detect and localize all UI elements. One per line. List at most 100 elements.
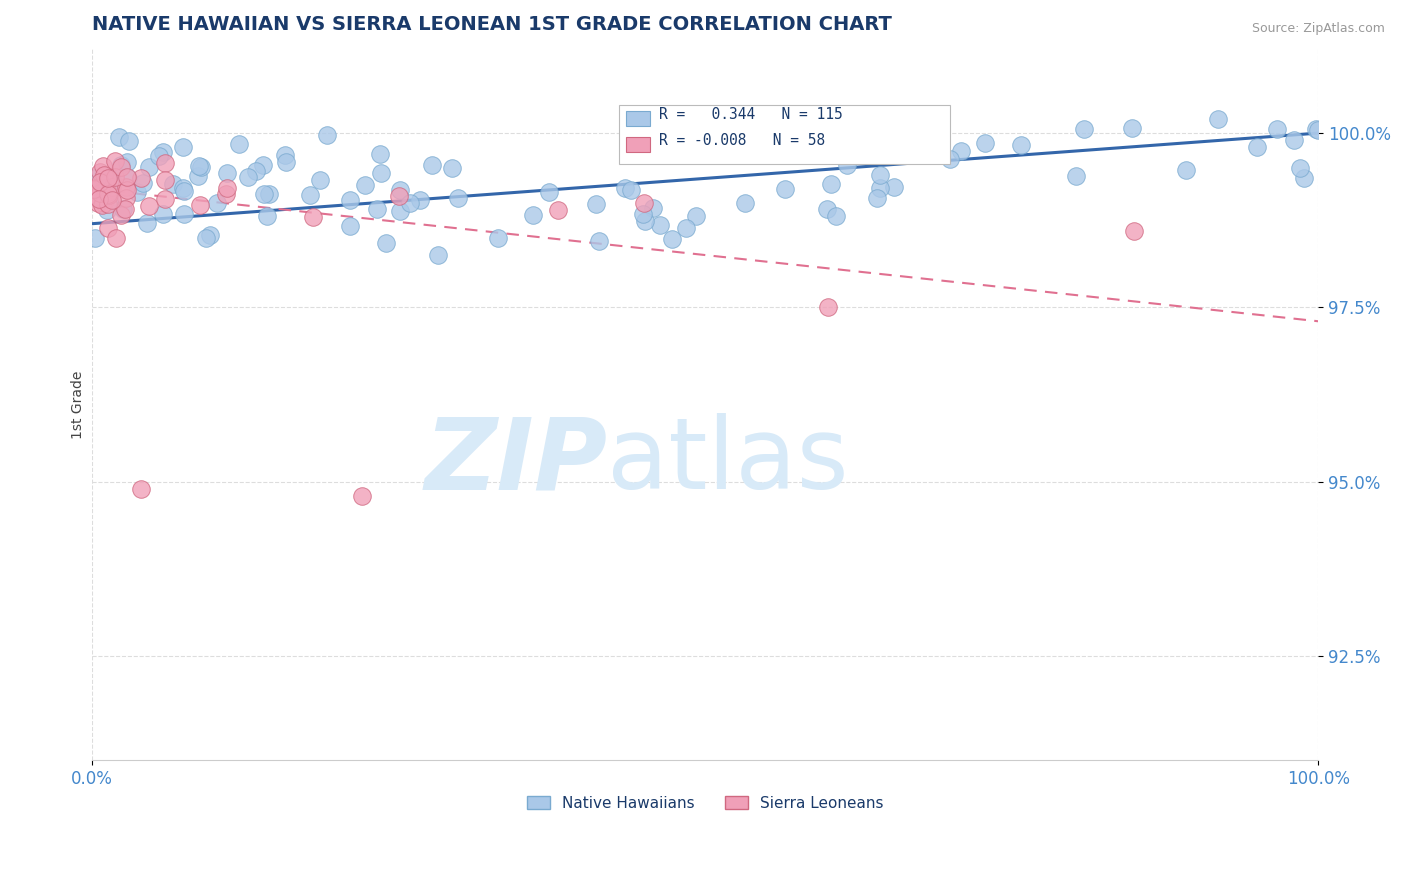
Point	[820, 177, 842, 191]
Point	[97, 221, 120, 235]
Point	[84, 230, 107, 244]
Point	[117, 155, 139, 169]
Point	[441, 161, 464, 175]
Point	[366, 202, 388, 216]
Point	[97, 169, 120, 184]
Point	[114, 202, 136, 216]
Point	[188, 198, 211, 212]
Point	[96, 186, 118, 200]
Point	[257, 187, 280, 202]
Point	[486, 230, 509, 244]
Point	[83, 171, 105, 186]
Point	[110, 208, 132, 222]
Point	[1010, 138, 1032, 153]
Point	[89, 175, 111, 189]
Text: atlas: atlas	[607, 413, 849, 510]
Point	[129, 482, 152, 496]
Point	[1292, 170, 1315, 185]
Point	[173, 206, 195, 220]
Point	[86, 196, 108, 211]
Point	[97, 186, 120, 201]
Point	[631, 207, 654, 221]
Point	[83, 182, 105, 196]
Point	[633, 195, 655, 210]
Point	[825, 210, 848, 224]
Point	[309, 173, 332, 187]
Point	[215, 187, 238, 202]
Bar	[626, 111, 650, 126]
Point	[93, 181, 115, 195]
Point	[236, 169, 259, 184]
Point	[129, 170, 152, 185]
Point	[172, 181, 194, 195]
Point	[1206, 112, 1229, 127]
Point	[316, 128, 339, 142]
Point	[839, 144, 862, 158]
Point	[339, 219, 361, 233]
Point	[350, 489, 373, 503]
Point	[547, 202, 569, 217]
Point	[641, 201, 664, 215]
Point	[619, 183, 641, 197]
Point	[83, 183, 105, 197]
Point	[253, 187, 276, 202]
Point	[256, 209, 278, 223]
Point	[117, 170, 139, 185]
Point	[1282, 133, 1305, 147]
Point	[207, 195, 229, 210]
Point	[111, 202, 134, 217]
Point	[96, 202, 118, 217]
Point	[173, 184, 195, 198]
Point	[100, 183, 122, 197]
Point	[136, 215, 159, 229]
Point	[273, 147, 295, 161]
Point	[447, 191, 470, 205]
Point	[94, 175, 117, 189]
Bar	[626, 136, 650, 152]
Point	[815, 202, 838, 217]
Point	[115, 169, 138, 184]
Point	[215, 181, 238, 195]
Point	[585, 197, 607, 211]
Point	[152, 145, 174, 159]
Point	[228, 137, 250, 152]
Point	[866, 191, 889, 205]
Point	[734, 196, 756, 211]
Point	[370, 166, 392, 180]
Point	[104, 170, 127, 185]
Bar	[620, 105, 950, 164]
Point	[354, 178, 377, 192]
Point	[97, 197, 120, 211]
Point	[339, 193, 361, 207]
Point	[869, 168, 891, 182]
Point	[588, 234, 610, 248]
Point	[107, 129, 129, 144]
Point	[1265, 122, 1288, 136]
Point	[409, 193, 432, 207]
Point	[685, 209, 707, 223]
Text: R = -0.008   N = 58: R = -0.008 N = 58	[658, 133, 825, 148]
Point	[152, 207, 174, 221]
Point	[97, 171, 120, 186]
Point	[93, 196, 115, 211]
Point	[298, 188, 321, 202]
Point	[89, 192, 111, 206]
Point	[1073, 122, 1095, 136]
Point	[98, 194, 121, 208]
Point	[188, 160, 211, 174]
Point	[949, 145, 972, 159]
Point	[938, 153, 960, 167]
Point	[368, 146, 391, 161]
Point	[388, 189, 411, 203]
Point	[190, 160, 212, 174]
Point	[118, 134, 141, 148]
Text: ZIP: ZIP	[425, 413, 607, 510]
Point	[90, 197, 112, 211]
Point	[86, 190, 108, 204]
Point	[114, 191, 136, 205]
Point	[427, 248, 450, 262]
Point	[837, 158, 859, 172]
Point	[1121, 120, 1143, 135]
Point	[127, 185, 149, 199]
Point	[187, 169, 209, 183]
